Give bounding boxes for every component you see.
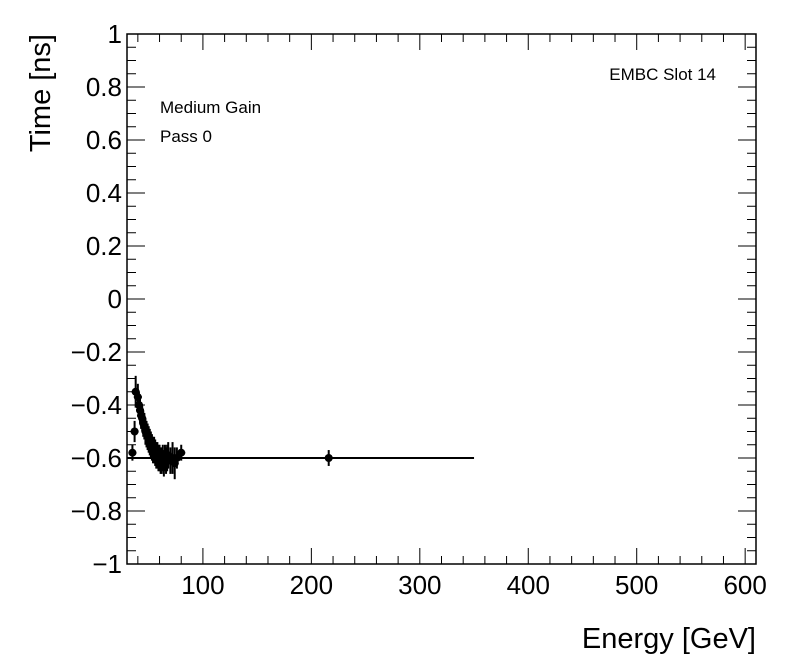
y-tick-label: 0.2 — [86, 231, 122, 261]
data-points — [128, 375, 333, 480]
y-axis-title: Time [ns] — [25, 34, 57, 152]
data-point — [130, 427, 139, 436]
x-tick-label: 600 — [723, 570, 766, 600]
x-tick-label: 100 — [181, 570, 224, 600]
data-point — [177, 448, 186, 457]
y-tick-label: 0.4 — [86, 178, 122, 208]
y-tick-label: −0.6 — [71, 443, 122, 473]
x-tick-label: 400 — [507, 570, 550, 600]
y-tick-label: 0.8 — [86, 72, 122, 102]
tick-labels: 100 200 300 400 500 600 −1 −0.8 −0.6 −0.4 −0.2 0 0.2… — [71, 19, 767, 600]
y-tick-label: −0.2 — [71, 337, 122, 367]
annotation-slot: EMBC Slot 14 — [609, 65, 716, 84]
y-tick-label: −1 — [92, 549, 122, 579]
y-tick-label: 0 — [108, 284, 122, 314]
y-tick-label: −0.4 — [71, 390, 122, 420]
y-tick-label: −0.8 — [71, 496, 122, 526]
annotation-gain: Medium Gain — [160, 98, 261, 117]
data-point — [324, 454, 333, 462]
x-axis-title: Energy [GeV] — [582, 623, 756, 655]
data-point — [172, 454, 181, 462]
x-tick-label: 200 — [290, 570, 333, 600]
y-tick-label: 1 — [108, 19, 122, 49]
annotation-pass: Pass 0 — [160, 127, 212, 146]
x-tick-label: 300 — [398, 570, 441, 600]
y-tick-label: 0.6 — [86, 125, 122, 155]
plot-frame — [126, 33, 757, 565]
x-tick-label: 500 — [615, 570, 658, 600]
data-point — [128, 448, 137, 457]
